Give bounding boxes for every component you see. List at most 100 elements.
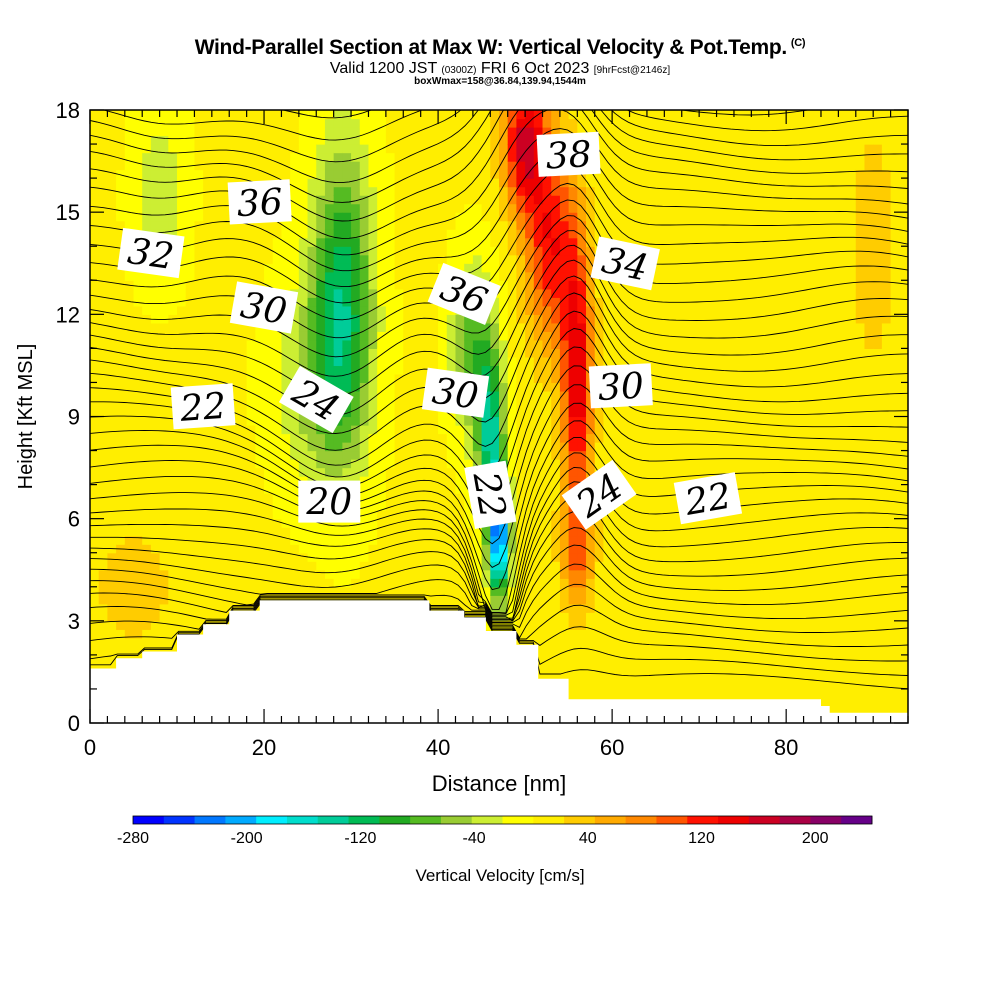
contour-label: 20 — [298, 480, 361, 524]
isentrope-line — [90, 215, 908, 358]
contour-label-text: 30 — [238, 285, 290, 333]
x-tick-label: 80 — [774, 735, 798, 760]
contour-label-text: 34 — [598, 240, 651, 290]
colorbar-swatch — [687, 816, 719, 824]
colorbar-swatch — [718, 816, 750, 824]
isentrope-line — [90, 420, 908, 611]
y-tick-label: 0 — [68, 711, 80, 736]
terrain — [90, 600, 908, 723]
chart-subtitle-2: boxWmax=158@36.84,139.94,1544m — [414, 76, 586, 87]
colorbar-swatch — [810, 816, 842, 824]
colorbar-swatch — [656, 816, 688, 824]
contour-label: 36 — [227, 179, 292, 225]
isentrope-line — [90, 230, 908, 377]
isentrope-line — [90, 510, 908, 621]
isentrope-line — [90, 365, 908, 545]
isentrope-line — [90, 199, 908, 339]
colorbar-tick-label: -120 — [344, 830, 376, 847]
y-tick-label: 3 — [68, 609, 80, 634]
x-axis-label: Distance [nm] — [432, 771, 567, 796]
ticks — [89, 109, 909, 724]
contour-label-text: 32 — [125, 231, 176, 278]
contour-label-text: 22 — [464, 468, 513, 521]
isentrope-line — [90, 452, 908, 615]
isentrope-line — [90, 259, 908, 416]
colorbar-swatch — [625, 816, 657, 824]
contour-label-box — [117, 227, 185, 279]
y-tick-label: 9 — [68, 405, 80, 430]
title-mark: (C) — [790, 37, 806, 49]
isentrope-line — [90, 110, 908, 203]
contour-label: 22 — [170, 383, 236, 430]
isentrope-line — [90, 110, 908, 163]
isentrope-line — [90, 165, 908, 304]
colorbar-tick-label: -40 — [463, 830, 486, 847]
contour-label-box — [561, 459, 637, 530]
y-axis-label: Height [Kft MSL] — [15, 344, 37, 490]
colorbar: -280 -200 -120 -40 40 120 200 Vertical Velocity… — [117, 815, 873, 885]
colorbar-tick-label: -200 — [231, 830, 263, 847]
contour-label: 22 — [673, 472, 743, 525]
colorbar-swatch — [564, 816, 596, 824]
contour-label-box — [278, 365, 354, 434]
isentrope-line — [90, 110, 908, 222]
contour-label-box — [298, 480, 361, 523]
contour-label-text: 38 — [545, 134, 593, 177]
isentrope-line — [90, 563, 908, 629]
x-tick-label: 0 — [84, 735, 96, 760]
isentrope-line — [90, 110, 908, 239]
isentrope-line — [90, 495, 908, 619]
contour-label-text: 22 — [178, 386, 228, 430]
chart-title: Wind-Parallel Section at Max W: Vertical… — [194, 36, 806, 59]
chart-subtitle: Valid 1200 JST (0300Z) FRI 6 Oct 2023 [9… — [329, 60, 671, 77]
colorbar-swatch — [779, 816, 811, 824]
isentrope-line — [281, 110, 373, 119]
colorbar-swatch — [841, 816, 873, 824]
contour-label-box — [590, 236, 660, 291]
colorbar-swatch — [286, 816, 319, 824]
colorbar-swatch — [410, 816, 442, 824]
isentrope-line — [90, 601, 908, 676]
isentrope-line — [90, 147, 908, 288]
isentrope-line — [90, 110, 908, 184]
colorbar-frame — [132, 815, 873, 825]
contour-label: 38 — [536, 131, 601, 177]
contour-label: 22 — [464, 460, 517, 529]
colorbar-swatch — [594, 816, 627, 824]
x-tick-label: 40 — [426, 735, 450, 760]
isentrope-line — [90, 481, 908, 622]
isentrope-line — [90, 11, 908, 57]
x-tick-label: 20 — [252, 735, 276, 760]
colorbar-tick-label: 200 — [802, 830, 829, 847]
isentrope-line — [90, 384, 908, 568]
colorbar-swatch — [471, 816, 503, 824]
isentrope-line — [90, 7, 908, 39]
y-tick-label: 6 — [68, 507, 80, 532]
colorbar-swatch — [502, 816, 534, 824]
contour-label-text: 20 — [305, 483, 352, 524]
colorbar-swatch — [440, 816, 473, 824]
y-tick-label: 18 — [56, 98, 80, 123]
isentrope-line — [90, 128, 908, 272]
colorbar-swatch — [379, 816, 411, 824]
colorbar-label: Vertical Velocity [cm/s] — [415, 866, 584, 885]
isentrope-line — [90, 527, 908, 622]
y-tick-label: 15 — [56, 200, 80, 225]
contour-label-box — [464, 460, 517, 529]
colorbar-swatch — [317, 816, 349, 824]
isentrope-line — [90, 583, 908, 639]
isentrope-line — [102, 110, 811, 141]
contour-label: 30 — [421, 367, 490, 418]
colorbar-swatch — [194, 816, 226, 824]
isentrope-line — [90, 466, 908, 616]
isentrope-line — [90, 14, 908, 75]
contour-label-text: 30 — [597, 366, 645, 409]
contour-label: 32 — [117, 227, 185, 279]
contour-label: 30 — [229, 281, 299, 334]
colorbar-swatch — [256, 816, 288, 824]
colorbar-swatch — [533, 816, 565, 824]
contour-label-box — [673, 472, 743, 525]
contour-label-box — [421, 367, 490, 418]
